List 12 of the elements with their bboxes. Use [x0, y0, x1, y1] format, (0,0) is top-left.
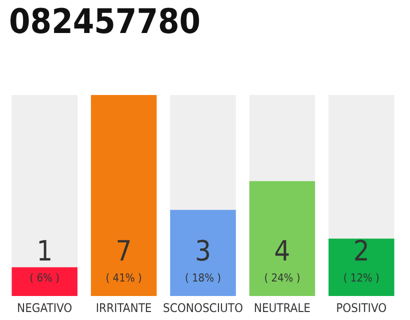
data-label: 7 ( 41% ) — [106, 234, 142, 284]
chart-title: 082457780 — [9, 2, 201, 42]
x-tick-label: POSITIVO — [336, 301, 387, 315]
data-label: 1 ( 6% ) — [30, 234, 60, 284]
x-tick-label: NEUTRALE — [254, 301, 311, 315]
x-tick-label: NEGATIVO — [17, 301, 72, 315]
data-label: 4 ( 24% ) — [264, 234, 300, 284]
data-label: 2 ( 12% ) — [343, 234, 380, 284]
x-tick-label: SCONOSCIUTO — [162, 301, 244, 315]
data-label: 3 ( 18% ) — [184, 234, 222, 284]
bar — [12, 267, 78, 296]
x-tick-label: IRRITANTE — [96, 301, 152, 315]
